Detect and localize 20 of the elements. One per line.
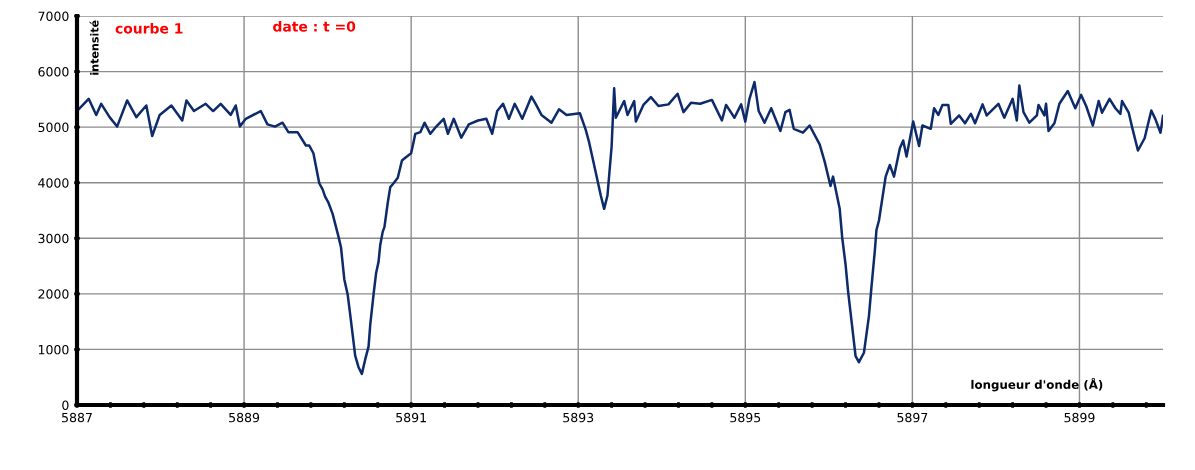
y-tick-label: 0 — [62, 400, 69, 410]
y-tick-label: 1000 — [38, 344, 69, 355]
line-series — [77, 80, 1163, 376]
y-axis-title: intensité — [89, 20, 99, 75]
y-tick-label: 4000 — [38, 178, 69, 188]
x-tick-label: 5895 — [730, 412, 761, 423]
y-tick-label: 3000 — [38, 233, 69, 244]
x-tick-label: 5893 — [563, 412, 594, 423]
y-tick-label: 2000 — [38, 289, 69, 299]
annotation: date : t =0 — [273, 20, 356, 32]
x-tick-label: 5897 — [897, 412, 928, 423]
x-tick-label: 5899 — [1064, 412, 1095, 423]
x-tick-label: 5887 — [62, 412, 92, 423]
x-axis-title: longueur d'onde (Å) — [971, 377, 1103, 392]
y-tick-label: 5000 — [38, 122, 69, 133]
x-tick-label: 5891 — [396, 412, 426, 423]
y-tick-label: 7000 — [38, 11, 69, 21]
annotation: courbe 1 — [115, 22, 183, 34]
x-tick-label: 5889 — [229, 412, 260, 423]
y-tick-label: 6000 — [38, 67, 69, 77]
